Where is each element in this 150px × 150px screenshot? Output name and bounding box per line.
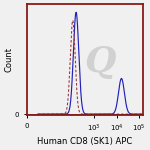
X-axis label: Human CD8 (SK1) APC: Human CD8 (SK1) APC <box>38 137 133 146</box>
Text: Q: Q <box>84 45 116 79</box>
Y-axis label: Count: Count <box>4 47 13 72</box>
